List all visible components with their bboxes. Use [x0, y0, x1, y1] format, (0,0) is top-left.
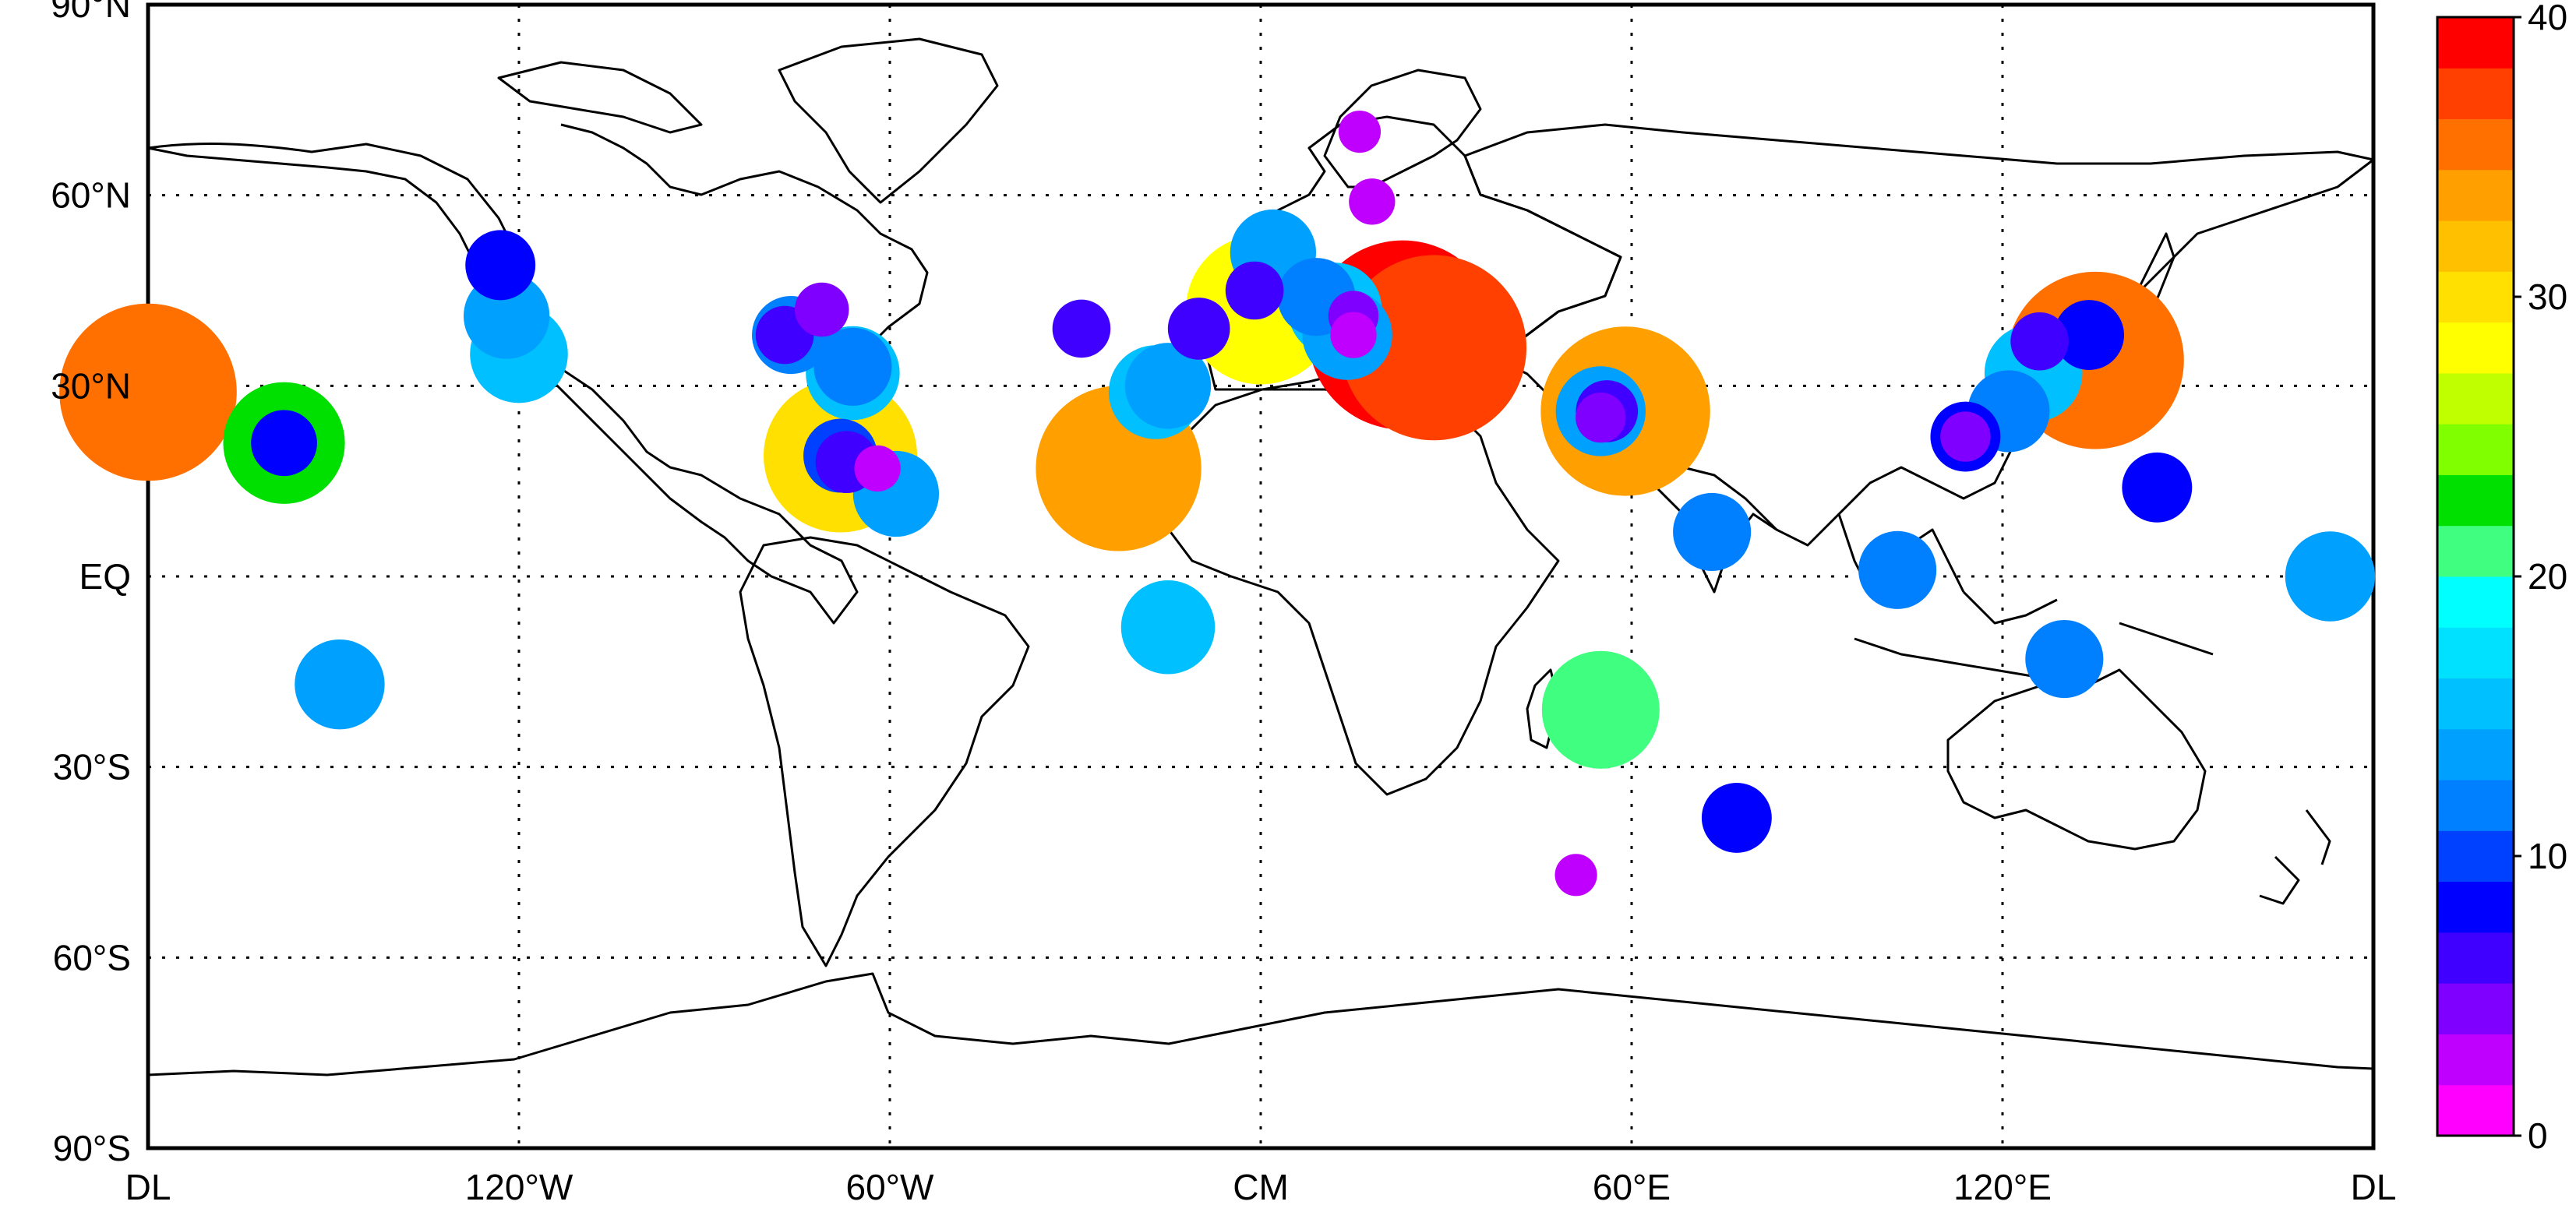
coastline-greenland — [778, 37, 999, 204]
colorbar-segment — [2437, 728, 2514, 780]
longitude-label: CM — [1233, 1167, 1289, 1207]
station-bubble — [1167, 298, 1230, 360]
coastline-south-america — [739, 536, 1030, 967]
station-bubble — [1330, 312, 1377, 358]
colorbar-segment — [2437, 68, 2514, 120]
coastline-new-zealand — [2259, 809, 2331, 905]
station-bubble — [813, 327, 892, 406]
latitude-label: 30°S — [53, 747, 131, 787]
colorbar-segment — [2437, 424, 2514, 475]
colorbar-tick-label: 20 — [2528, 556, 2567, 597]
colorbar-segment — [2437, 678, 2514, 730]
colorbar-segment — [2437, 830, 2514, 883]
colorbar-segment — [2437, 220, 2514, 272]
latitude-label: 90°N — [51, 0, 131, 25]
colorbar-segment — [2437, 932, 2514, 984]
station-bubble — [1349, 178, 1396, 225]
station-bubble — [1576, 392, 1626, 443]
colorbar-segment — [2437, 17, 2514, 69]
station-bubble — [1338, 111, 1382, 153]
longitude-label: 60°W — [846, 1167, 935, 1207]
longitude-label: DL — [125, 1167, 171, 1207]
colorbar-segment — [2437, 118, 2514, 171]
longitude-label: DL — [2351, 1167, 2397, 1207]
latitude-label: 90°S — [53, 1128, 131, 1168]
station-bubble — [1541, 650, 1660, 769]
colorbar-segment — [2437, 322, 2514, 374]
coastline-madagascar — [1526, 668, 1560, 749]
station-bubble — [2285, 531, 2376, 622]
colorbar-segment — [2437, 627, 2514, 679]
longitude-label: 60°E — [1593, 1167, 1671, 1207]
station-bubble — [295, 639, 385, 730]
colorbar-segment — [2437, 474, 2514, 527]
colorbar-segment — [2437, 780, 2514, 831]
latitude-label: EQ — [79, 556, 131, 597]
colorbar-segment — [2437, 525, 2514, 577]
colorbar-tick-label: 0 — [2528, 1115, 2548, 1156]
station-bubble — [1554, 854, 1597, 897]
colorbar — [2436, 16, 2515, 1137]
station-bubble — [1052, 299, 1111, 358]
station-bubble — [2054, 300, 2125, 371]
colorbar-segment — [2437, 576, 2514, 628]
station-bubble — [1124, 343, 1212, 429]
colorbar-tick-label: 30 — [2528, 277, 2567, 317]
colorbar-segment — [2437, 271, 2514, 323]
station-bubble — [2010, 312, 2069, 371]
station-bubbles — [59, 111, 2376, 897]
latitude-label: 30°N — [51, 365, 131, 406]
colorbar-segment — [2437, 169, 2514, 221]
station-bubble — [854, 445, 901, 492]
station-bubble — [251, 410, 317, 477]
station-bubble — [1120, 580, 1216, 675]
station-bubble — [1858, 530, 1937, 609]
colorbar-tick-label: 40 — [2528, 0, 2567, 37]
station-bubble — [1940, 411, 1991, 462]
coastline-arctic-islands — [497, 61, 703, 134]
station-bubble — [1673, 492, 1752, 571]
colorbar-segment — [2437, 1084, 2514, 1136]
colorbar-tick-labels: 40 30 20 10 0 — [2514, 0, 2567, 1156]
longitude-label: 120°E — [1953, 1167, 2052, 1207]
station-bubble — [2122, 452, 2193, 523]
coastline-indonesia — [1854, 590, 2214, 679]
station-bubble — [2025, 619, 2104, 699]
latitude-labels: 90°N 60°N 30°N EQ 30°S 60°S 90°S — [51, 0, 131, 1168]
latitude-label: 60°N — [51, 175, 131, 216]
station-bubble — [465, 230, 536, 301]
coastline-antarctica — [147, 972, 2374, 1076]
station-bubble — [59, 303, 237, 481]
station-bubble — [794, 282, 849, 337]
colorbar-tick-label: 10 — [2528, 836, 2567, 876]
station-bubble — [1225, 261, 1284, 320]
colorbar-segment — [2437, 983, 2514, 1034]
latitude-label: 60°S — [53, 937, 131, 978]
map-frame — [146, 2, 2376, 1150]
longitude-labels: DL 120°W 60°W CM 60°E 120°E DL — [125, 1167, 2397, 1207]
colorbar-segment — [2437, 1034, 2514, 1086]
colorbar-segment — [2437, 372, 2514, 425]
station-bubble — [1341, 255, 1527, 441]
longitude-label: 120°W — [465, 1167, 573, 1207]
station-bubble — [1701, 782, 1772, 853]
colorbar-segment — [2437, 881, 2514, 933]
